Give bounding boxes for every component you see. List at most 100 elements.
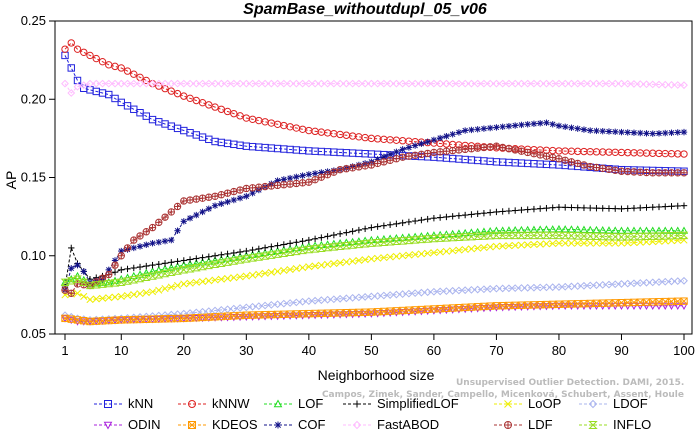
data-point — [224, 274, 232, 282]
data-point — [485, 232, 495, 240]
data-point — [186, 214, 194, 222]
data-point — [118, 266, 125, 274]
data-point — [567, 282, 576, 291]
data-point — [98, 280, 107, 288]
data-point — [637, 204, 644, 212]
y-tick-label: 0.05 — [21, 326, 46, 341]
data-point — [580, 239, 588, 247]
legend-label: FastABOD — [377, 417, 439, 432]
data-point — [379, 291, 388, 300]
data-point — [623, 233, 633, 241]
data-point — [229, 257, 239, 265]
data-point — [318, 234, 325, 241]
data-point — [160, 269, 170, 278]
data-point — [568, 124, 575, 131]
data-point — [511, 284, 520, 293]
data-point — [680, 202, 688, 209]
data-point — [580, 126, 588, 133]
data-point — [661, 226, 670, 234]
data-point — [198, 98, 207, 107]
data-point — [130, 244, 137, 252]
data-point — [186, 79, 194, 88]
data-point — [567, 232, 576, 240]
data-point — [499, 208, 506, 215]
data-point — [660, 232, 670, 240]
data-point — [492, 142, 501, 150]
data-point — [73, 289, 82, 297]
data-point — [336, 230, 344, 238]
data-point — [392, 290, 401, 299]
data-point — [167, 283, 175, 291]
data-point — [186, 129, 194, 137]
data-point — [623, 79, 632, 88]
data-point — [230, 274, 238, 282]
legend-label: LDF — [528, 417, 553, 432]
data-point — [392, 155, 401, 163]
data-point — [599, 164, 607, 173]
plot-frame — [54, 20, 693, 335]
data-point — [330, 168, 338, 176]
data-point — [499, 242, 507, 250]
data-point — [679, 231, 689, 240]
data-point — [480, 209, 488, 217]
data-point — [198, 314, 207, 323]
data-point — [473, 79, 482, 88]
data-point — [530, 79, 538, 88]
data-point — [511, 79, 520, 88]
data-point — [317, 79, 326, 88]
data-point — [136, 109, 144, 117]
data-point — [430, 249, 438, 257]
data-point — [480, 79, 488, 88]
data-point — [604, 232, 614, 241]
data-point — [398, 290, 407, 298]
data-point — [243, 247, 250, 255]
data-point — [135, 274, 145, 283]
data-point — [517, 79, 526, 88]
data-point — [655, 80, 663, 89]
data-point — [498, 284, 507, 293]
data-point — [329, 243, 339, 251]
data-point — [486, 226, 495, 235]
data-point — [467, 79, 476, 88]
data-point — [461, 228, 470, 237]
data-point — [261, 244, 269, 251]
data-point — [367, 308, 376, 316]
data-point — [223, 254, 232, 262]
data-point — [205, 253, 213, 260]
data-point — [573, 232, 583, 240]
data-point — [486, 79, 495, 88]
data-point — [511, 207, 519, 214]
data-point — [592, 79, 601, 88]
legend-label: LOF — [298, 396, 323, 411]
data-point — [186, 196, 194, 204]
data-point — [192, 195, 201, 203]
data-point — [442, 79, 451, 88]
data-point — [548, 153, 557, 162]
data-point — [423, 79, 432, 88]
data-point — [179, 266, 189, 274]
data-point — [599, 127, 606, 135]
data-point — [486, 143, 494, 151]
data-point — [411, 217, 419, 225]
data-point — [455, 286, 463, 295]
data-point — [486, 124, 494, 132]
data-point — [299, 237, 306, 245]
data-point — [417, 150, 426, 159]
credit-line-2: Campos, Zimek, Sander, Campello, Micenko… — [322, 390, 684, 400]
data-point — [617, 167, 626, 175]
data-point — [536, 205, 544, 212]
data-point — [405, 218, 413, 226]
data-point — [393, 220, 400, 228]
data-point — [286, 265, 294, 274]
data-point — [167, 79, 176, 88]
data-point — [573, 79, 582, 88]
data-point — [248, 254, 257, 262]
data-point — [555, 283, 563, 291]
data-point — [492, 284, 501, 293]
data-point — [592, 163, 601, 172]
data-point — [236, 186, 244, 194]
data-point — [205, 135, 213, 144]
data-point — [474, 126, 481, 133]
data-point — [223, 107, 232, 116]
